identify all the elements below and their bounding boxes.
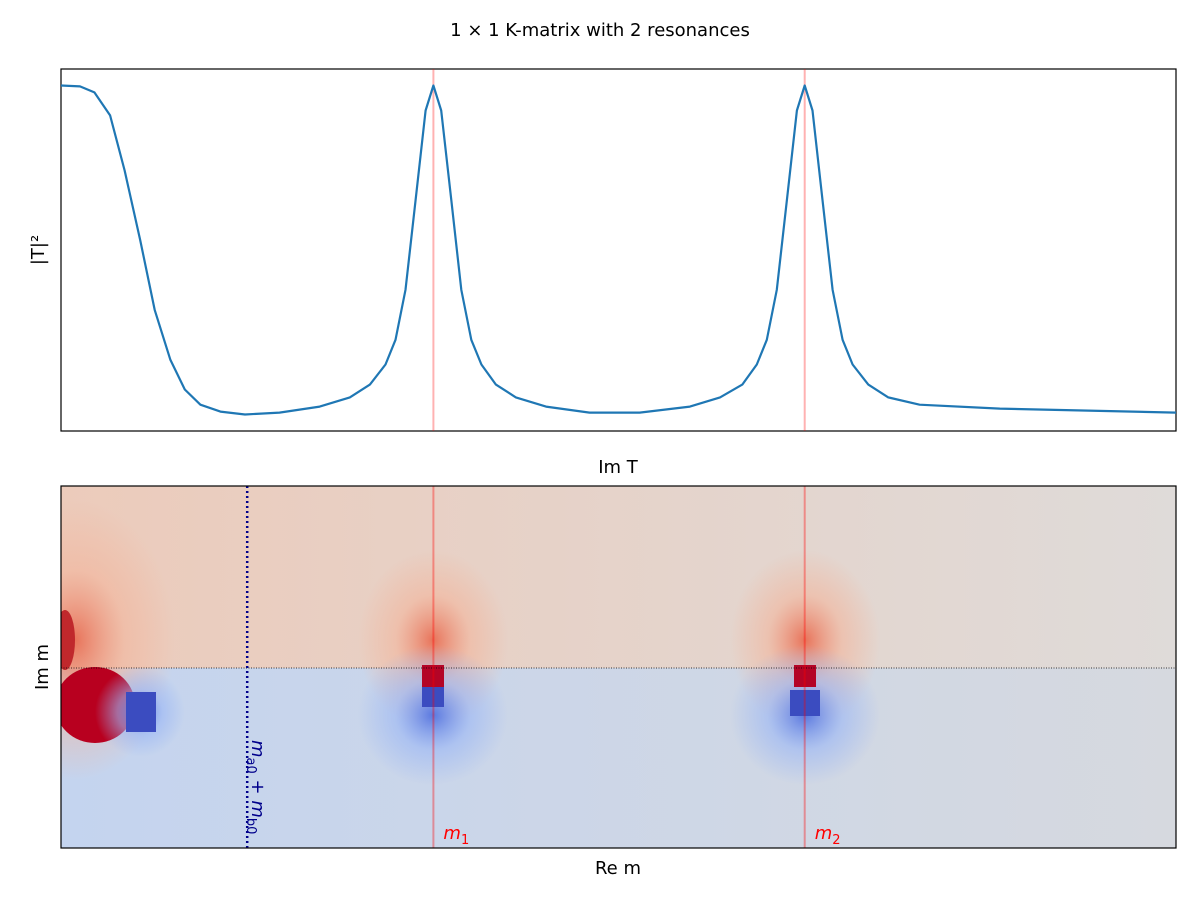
heatmap	[61, 486, 1176, 848]
label-sub: a0	[243, 758, 258, 774]
threshold-label: ma0 + mb0	[243, 740, 268, 834]
glow	[358, 645, 508, 785]
label-main: m	[247, 740, 268, 758]
pole	[794, 665, 816, 687]
zero	[790, 690, 820, 716]
heatmap-title: Im T	[598, 457, 639, 478]
x-axis-label: Re m	[595, 858, 641, 879]
resonance-label: m1	[443, 823, 469, 848]
heatmap-y-label: Im m	[32, 644, 53, 690]
bottom-axes	[60, 485, 1177, 849]
top-axes	[60, 68, 1177, 432]
top-plot	[60, 69, 1177, 431]
label-main: m	[815, 823, 833, 844]
lower-half	[61, 668, 1176, 848]
blob	[126, 692, 156, 732]
chart-title: 1 × 1 K-matrix with 2 resonances	[450, 20, 750, 41]
pole	[422, 665, 444, 687]
label-main: m	[443, 823, 461, 844]
zero	[422, 687, 444, 707]
label-sub: b0	[243, 818, 258, 835]
label-main: +	[247, 774, 268, 801]
blob	[61, 610, 75, 670]
y-axis-label: |T|²	[28, 235, 49, 265]
label-sub: 1	[461, 833, 469, 848]
resonance-label: m2	[815, 823, 841, 848]
upper-half	[61, 486, 1176, 668]
line	[60, 84, 1177, 416]
label-main: m	[247, 800, 268, 818]
label-sub: 2	[832, 833, 840, 848]
